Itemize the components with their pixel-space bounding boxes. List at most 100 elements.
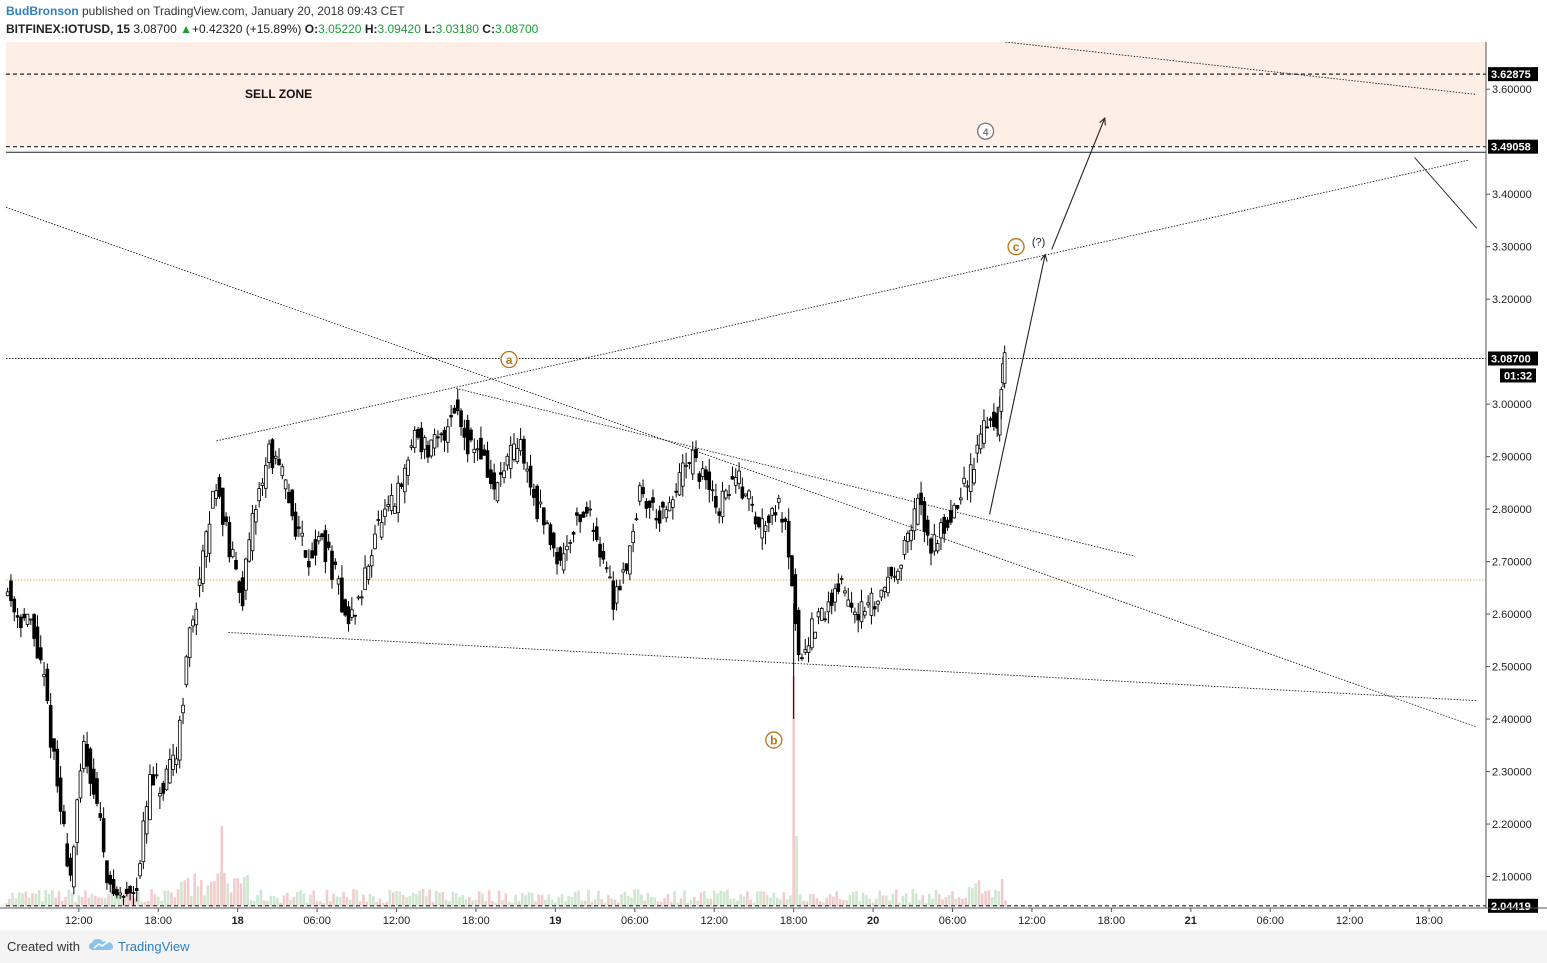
candle-body <box>737 470 741 485</box>
candle-body <box>432 434 437 449</box>
tradingview-cloud-icon[interactable] <box>88 938 114 957</box>
volume-bar <box>468 896 471 906</box>
candle-body <box>15 615 20 618</box>
candle-body <box>806 645 811 653</box>
volume-bar <box>825 897 829 906</box>
countdown-text: 01:32 <box>1504 370 1532 382</box>
candle-body <box>922 501 927 532</box>
candle-body <box>449 414 453 418</box>
volume-bar <box>994 889 997 906</box>
candle-body <box>446 426 450 443</box>
volume-bar <box>858 901 862 906</box>
price-tick-label: 2.90000 <box>1492 452 1532 464</box>
candle-body <box>141 820 146 863</box>
volume-bar <box>848 894 852 906</box>
volume-bar <box>428 889 431 906</box>
candle-body <box>975 444 980 454</box>
price-tick-label: 2.20000 <box>1492 819 1532 831</box>
candle-body <box>88 748 93 784</box>
volume-bar <box>97 897 100 906</box>
time-tick-label: 12:00 <box>65 915 93 927</box>
volume-bar <box>67 889 71 906</box>
candle-body <box>753 516 758 525</box>
volume-bar <box>286 892 289 906</box>
volume-bar <box>527 892 531 906</box>
candle-body <box>224 516 228 522</box>
symbol-label[interactable]: BITFINEX:IOTUSD, 15 <box>6 22 131 36</box>
volume-bar <box>220 826 224 906</box>
ohlc-legend: BITFINEX:IOTUSD, 15 3.08700 ▲+0.42320 (+… <box>6 22 538 36</box>
volume-bar <box>117 894 120 906</box>
candle-body <box>498 472 503 475</box>
low-label: L: <box>424 22 436 36</box>
price-label-text: 3.49058 <box>1491 142 1531 154</box>
volume-bar <box>150 889 153 906</box>
volume-bar <box>676 902 680 906</box>
volume-bar <box>60 900 64 906</box>
candle-body <box>647 500 652 508</box>
volume-bar <box>633 889 637 906</box>
candle-body <box>482 449 487 456</box>
author-link[interactable]: BudBronson <box>6 4 79 18</box>
volume-bar <box>792 676 795 906</box>
volume-bar <box>689 900 693 906</box>
volume-bar <box>395 891 398 906</box>
volume-bar <box>292 896 296 906</box>
price-label-text: 3.62875 <box>1491 69 1531 81</box>
volume-bar <box>640 894 643 906</box>
volume-bar <box>957 897 961 906</box>
candle-body <box>81 741 86 770</box>
price-tick-label: 3.00000 <box>1492 399 1532 411</box>
volume-bar <box>855 890 858 906</box>
candle-body <box>707 471 712 491</box>
candle-body <box>829 592 834 606</box>
volume-bar <box>90 893 94 906</box>
candle-body <box>528 465 533 488</box>
candle-body <box>32 614 36 639</box>
candle-body <box>72 846 76 888</box>
volume-bar <box>64 897 67 906</box>
candle-body <box>187 627 192 658</box>
volume-bar <box>881 895 885 906</box>
volume-bar <box>309 894 312 906</box>
volume-bar <box>818 901 822 906</box>
change-arrow-icon: ▲ <box>180 22 192 36</box>
price-label-box <box>1488 351 1538 366</box>
tradingview-link[interactable]: TradingView <box>118 939 190 954</box>
volume-bar <box>746 891 749 906</box>
candle-body <box>697 473 702 482</box>
price-chart[interactable]: SELL ZONE a b c (?) 4 3.60000 3.40000 3.30000 3.2… <box>0 41 1547 930</box>
candle-body <box>436 436 440 439</box>
candle-body <box>906 532 910 542</box>
volume-bar <box>789 895 792 906</box>
open-value: 3.05220 <box>318 22 362 36</box>
candle-body <box>637 485 642 502</box>
candle-body <box>558 547 563 561</box>
candle-body <box>422 437 427 450</box>
time-tick-label: 12:00 <box>700 915 728 927</box>
candle-body <box>35 626 40 659</box>
candle-body <box>313 539 318 556</box>
candle-body <box>667 502 672 512</box>
volume-bar <box>47 893 51 906</box>
candle-body <box>439 433 443 436</box>
volume-bar <box>501 900 504 906</box>
candle-body <box>671 499 675 508</box>
candle-body <box>999 389 1004 412</box>
volume-bar <box>805 901 809 906</box>
candle-body <box>234 560 238 570</box>
volume-bar <box>401 894 405 906</box>
volume-bar <box>458 896 461 906</box>
candle-body <box>757 516 761 528</box>
chart-area[interactable]: SELL ZONE a b c (?) 4 3.60000 3.40000 3.30000 3.2… <box>0 41 1547 935</box>
candle-body <box>128 885 132 894</box>
candle-body <box>290 489 295 517</box>
volume-bar <box>375 901 378 906</box>
volume-bar <box>544 899 547 906</box>
volume-bar <box>656 901 660 906</box>
volume-bar <box>550 899 554 906</box>
candle-body <box>489 469 493 484</box>
volume-bar <box>312 890 316 906</box>
volume-bar <box>693 897 696 906</box>
candle-body <box>594 526 599 541</box>
